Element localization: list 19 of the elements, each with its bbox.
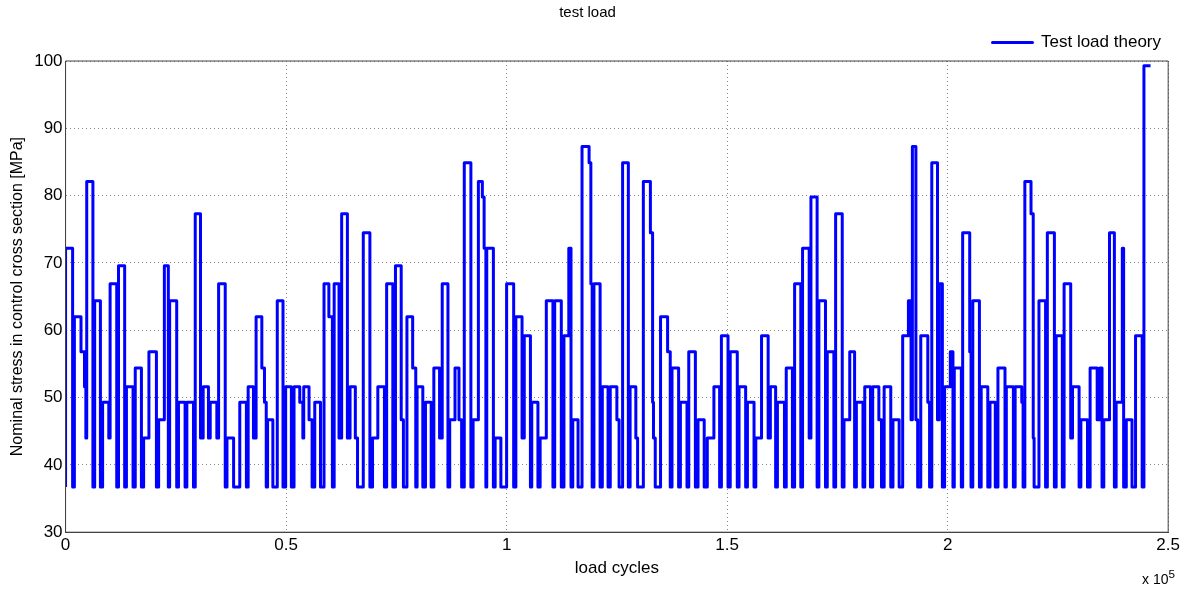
x-tick-label: 0.5	[274, 535, 298, 555]
y-tick-label: 60	[43, 319, 63, 339]
y-tick-label: 70	[43, 252, 63, 272]
x-tick-label: 0	[60, 535, 71, 555]
text: x 10$^{5}$	[1142, 567, 1175, 587]
x-tick-label: 2.5	[1156, 535, 1180, 555]
y-tick-label: 100	[34, 50, 63, 70]
y-tick-label: 80	[43, 185, 63, 205]
y-axis-title: Nominal stress in control cross section [MPa]	[8, 136, 26, 457]
x-axis-title: load cycles	[574, 558, 659, 578]
x-tick-label: 2	[942, 535, 953, 555]
chart-title: test load	[559, 3, 616, 21]
y-tick-label: 90	[43, 118, 63, 137]
y-tick-label: 40	[43, 454, 63, 474]
y-tick-label: 50	[43, 387, 63, 407]
legend-label: Test load theory	[1040, 32, 1162, 52]
y-tick-label: 30	[43, 521, 63, 541]
x-tick-label: 1.5	[715, 535, 739, 555]
x-tick-label: 1	[501, 535, 512, 555]
